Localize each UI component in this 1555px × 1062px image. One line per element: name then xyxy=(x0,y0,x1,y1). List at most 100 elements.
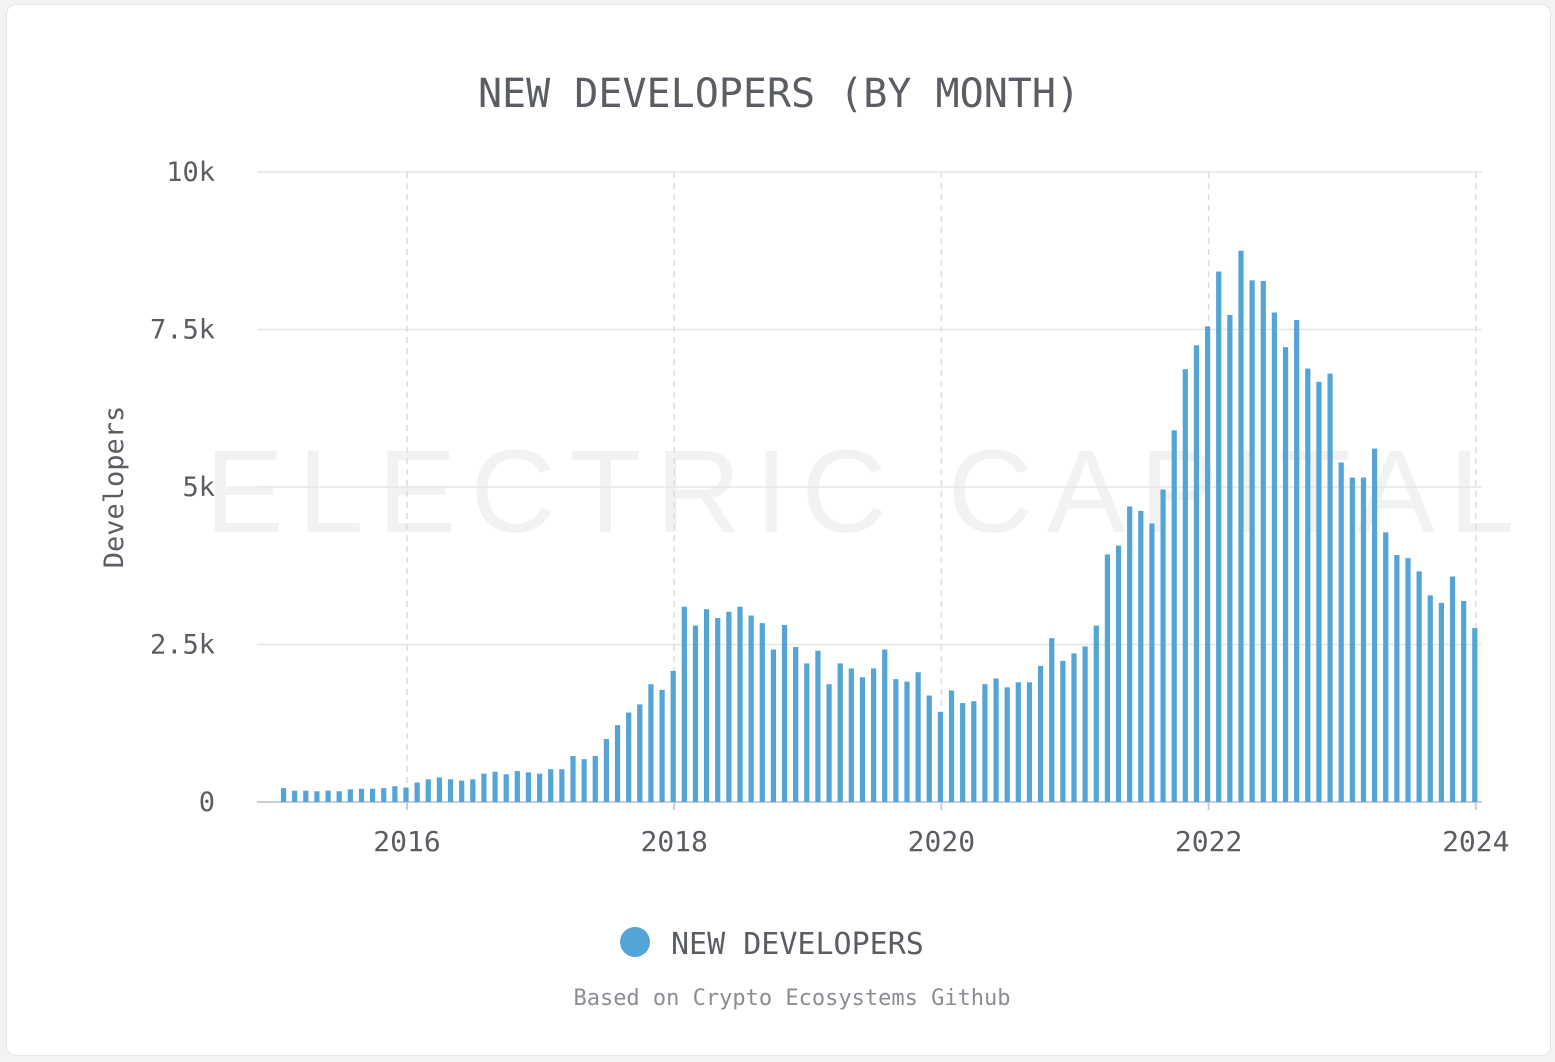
bar[interactable] xyxy=(370,788,376,802)
bar[interactable] xyxy=(737,606,743,802)
bar[interactable] xyxy=(648,684,654,802)
bar[interactable] xyxy=(1372,448,1378,802)
bar[interactable] xyxy=(748,615,754,802)
bar[interactable] xyxy=(1004,687,1010,802)
bar[interactable] xyxy=(1115,545,1122,802)
bar[interactable] xyxy=(681,606,687,802)
bar[interactable] xyxy=(280,788,287,802)
bar[interactable] xyxy=(1071,653,1077,802)
bar[interactable] xyxy=(347,789,353,802)
bar[interactable] xyxy=(1360,477,1367,802)
bar[interactable] xyxy=(514,771,520,802)
bar[interactable] xyxy=(971,701,977,802)
bar[interactable] xyxy=(1305,368,1311,802)
bar[interactable] xyxy=(1438,602,1444,802)
bar[interactable] xyxy=(1238,250,1244,802)
bar[interactable] xyxy=(470,779,476,802)
bar[interactable] xyxy=(937,711,943,802)
bar[interactable] xyxy=(614,725,621,802)
bar[interactable] xyxy=(804,663,810,802)
bar[interactable] xyxy=(715,618,721,802)
bar[interactable] xyxy=(392,786,398,802)
bar[interactable] xyxy=(492,771,498,802)
bar[interactable] xyxy=(893,679,899,802)
bar[interactable] xyxy=(993,678,999,802)
bar[interactable] xyxy=(592,756,598,802)
bar[interactable] xyxy=(525,772,532,802)
bar[interactable] xyxy=(882,649,888,802)
bar[interactable] xyxy=(1171,430,1177,802)
bar[interactable] xyxy=(1026,682,1033,802)
bar[interactable] xyxy=(960,703,966,802)
bar[interactable] xyxy=(1060,660,1066,802)
bar[interactable] xyxy=(1093,625,1099,802)
bar[interactable] xyxy=(1082,646,1088,802)
bar[interactable] xyxy=(325,790,331,802)
bar[interactable] xyxy=(436,777,442,802)
bar[interactable] xyxy=(692,625,699,802)
bar[interactable] xyxy=(1138,510,1144,802)
bar[interactable] xyxy=(403,787,409,802)
bar[interactable] xyxy=(1149,523,1155,802)
bar[interactable] xyxy=(626,712,632,802)
bar[interactable] xyxy=(1193,345,1200,802)
bar[interactable] xyxy=(1416,571,1422,802)
bar[interactable] xyxy=(1227,315,1233,802)
bar[interactable] xyxy=(926,695,932,802)
bar[interactable] xyxy=(1427,595,1433,802)
bar[interactable] xyxy=(1249,280,1255,802)
bar[interactable] xyxy=(1104,554,1110,802)
bar[interactable] xyxy=(1260,280,1266,802)
bar[interactable] xyxy=(1205,326,1211,802)
bar[interactable] xyxy=(1394,555,1400,802)
bar[interactable] xyxy=(1349,477,1355,802)
bar[interactable] xyxy=(726,611,732,802)
bar[interactable] xyxy=(1049,638,1055,802)
bar[interactable] xyxy=(314,791,320,802)
bar[interactable] xyxy=(837,663,843,802)
bar[interactable] xyxy=(848,668,854,802)
bar[interactable] xyxy=(1338,462,1344,802)
bar[interactable] xyxy=(815,650,821,802)
bar[interactable] xyxy=(358,788,365,802)
bar[interactable] xyxy=(1160,489,1166,802)
bar[interactable] xyxy=(1327,373,1333,802)
bar[interactable] xyxy=(336,791,342,802)
bar[interactable] xyxy=(292,790,298,802)
bar[interactable] xyxy=(948,690,955,802)
bar[interactable] xyxy=(793,647,799,802)
bar[interactable] xyxy=(1182,369,1188,802)
bar[interactable] xyxy=(570,756,576,802)
bar[interactable] xyxy=(303,790,309,802)
bar[interactable] xyxy=(770,649,776,802)
bar[interactable] xyxy=(1461,601,1467,802)
bar[interactable] xyxy=(1383,532,1389,802)
bar[interactable] xyxy=(414,782,420,802)
bar[interactable] xyxy=(1294,320,1300,802)
bar[interactable] xyxy=(859,677,866,802)
bar[interactable] xyxy=(781,624,788,802)
bar[interactable] xyxy=(381,788,387,802)
bar[interactable] xyxy=(1216,271,1222,802)
bar[interactable] xyxy=(603,739,609,802)
legend[interactable]: NEW DEVELOPERS xyxy=(620,927,924,962)
bar[interactable] xyxy=(1472,628,1478,802)
bar[interactable] xyxy=(548,769,554,802)
bar[interactable] xyxy=(826,684,832,802)
bar[interactable] xyxy=(915,672,921,802)
bar[interactable] xyxy=(1405,558,1411,802)
bar[interactable] xyxy=(503,774,509,802)
bar[interactable] xyxy=(425,779,431,802)
bar[interactable] xyxy=(1316,381,1322,802)
bar[interactable] xyxy=(904,681,910,802)
bar[interactable] xyxy=(559,769,565,802)
bar[interactable] xyxy=(871,668,877,802)
bar[interactable] xyxy=(670,670,676,802)
bar[interactable] xyxy=(1449,576,1456,802)
bar[interactable] xyxy=(459,780,465,802)
bar[interactable] xyxy=(1282,347,1289,802)
bar[interactable] xyxy=(704,609,710,802)
bar[interactable] xyxy=(759,623,765,802)
bar[interactable] xyxy=(447,779,454,802)
bar[interactable] xyxy=(581,759,587,802)
